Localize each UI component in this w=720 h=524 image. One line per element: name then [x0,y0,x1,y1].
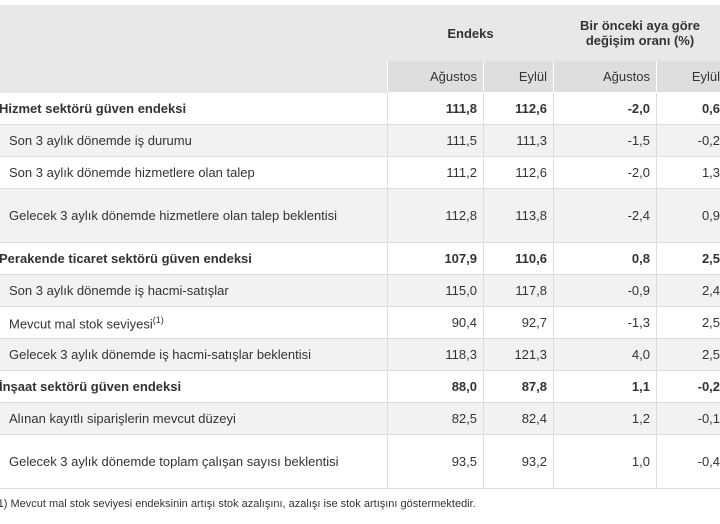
value-cell: 4,0 [553,338,657,371]
table-row-section: Perakende ticaret sektörü güven endeksi 1… [0,242,720,275]
value-cell: 111,5 [387,124,484,157]
value-cell: 111,2 [387,156,484,189]
value-cell: 1,0 [553,434,657,489]
value-cell: 112,6 [483,92,554,125]
table-row-section: İnşaat sektörü güven endeksi 88,0 87,8 1,1-… [0,370,720,403]
value-cell: 2,4 [655,274,720,307]
value-cell: -0,2 [655,370,720,403]
value-cell: 115,0 [387,274,484,307]
table-row: Gelecek 3 aylık dönemde iş hacmi-satışla… [0,338,720,371]
value-cell: 2,5 [655,306,720,339]
table-row: Mevcut mal stok seviyesi(1) 90,4 92,7 -1,3 2… [0,306,720,339]
confidence-index-table: Endeks Bir önceki aya göre değişim oranı … [0,5,720,489]
value-cell: -0,9 [553,274,657,307]
value-cell: 117,8 [483,274,554,307]
table-row: Alınan kayıtlı siparişlerin mevcut düzey… [0,402,720,435]
footnote: (1) Mevcut mal stok seviyesi endeksinin … [0,498,476,510]
table-row: Son 3 aylık dönemde hizmetlere olan tale… [0,156,720,189]
value-cell: 1,3 [655,156,720,189]
table-row: Gelecek 3 aylık dönemde hizmetlere olan … [0,188,720,243]
value-cell: 90,4 [387,306,484,339]
value-cell: 118,3 [387,338,484,371]
table-row: Gelecek 3 aylık dönemde toplam çalışan s… [0,434,720,489]
value-cell: 2,5 [655,242,720,275]
row-label: Alınan kayıtlı siparişlerin mevcut düzey… [0,402,388,435]
value-cell: 82,5 [387,402,484,435]
row-label: İnşaat sektörü güven endeksi [0,370,388,403]
table-row-section: Hizmet sektörü güven endeksi 111,8 112,6 -2… [0,92,720,125]
value-cell: -0,4 [655,434,720,489]
value-cell: 82,4 [483,402,554,435]
value-cell: 0,9 [655,188,720,243]
footnote-marker: (1) [152,315,164,326]
row-label: Hizmet sektörü güven endeksi [0,92,388,125]
subheader-month: Ağustos [553,60,657,93]
subheader-blank [0,60,388,93]
value-cell: 92,7 [483,306,554,339]
value-cell: 0,8 [553,242,657,275]
row-label: Son 3 aylık dönemde hizmetlere olan tale… [0,156,388,189]
subheader-month: Eylül [483,60,554,93]
value-cell: 107,9 [387,242,484,275]
row-label: Gelecek 3 aylık dönemde toplam çalışan s… [0,434,388,489]
value-cell: 1,2 [553,402,657,435]
header-blank [0,5,388,61]
value-cell: -0,1 [655,402,720,435]
value-cell: 113,8 [483,188,554,243]
value-cell: 0,6 [655,92,720,125]
table-row: Son 3 aylık dönemde iş hacmi-satışlar 115… [0,274,720,307]
value-cell: -2,0 [553,92,657,125]
value-cell: -2,4 [553,188,657,243]
row-label: Son 3 aylık dönemde iş hacmi-satışlar [0,274,388,307]
row-label: Son 3 aylık dönemde iş durumu [0,124,388,157]
row-label: Mevcut mal stok seviyesi(1) [0,306,388,339]
value-cell: 93,5 [387,434,484,489]
row-label: Gelecek 3 aylık dönemde iş hacmi-satışla… [0,338,388,371]
row-label: Perakende ticaret sektörü güven endeksi [0,242,388,275]
value-cell: 121,3 [483,338,554,371]
value-cell: 1,1 [553,370,657,403]
value-cell: 111,3 [483,124,554,157]
header-endeks: Endeks [387,5,554,61]
row-label: Gelecek 3 aylık dönemde hizmetlere olan … [0,188,388,243]
value-cell: -1,5 [553,124,657,157]
value-cell: 110,6 [483,242,554,275]
table-row: Son 3 aylık dönemde iş durumu 111,5 111,3-… [0,124,720,157]
value-cell: 87,8 [483,370,554,403]
value-cell: 111,8 [387,92,484,125]
value-cell: -0,2 [655,124,720,157]
subheader-month: Eylül [655,60,720,93]
value-cell: -2,0 [553,156,657,189]
value-cell: 112,8 [387,188,484,243]
value-cell: 2,5 [655,338,720,371]
header-change: Bir önceki aya göre değişim oranı (%) [552,5,720,61]
value-cell: 112,6 [483,156,554,189]
value-cell: 93,2 [483,434,554,489]
subheader-month: Ağustos [387,60,484,93]
value-cell: -1,3 [553,306,657,339]
value-cell: 88,0 [387,370,484,403]
